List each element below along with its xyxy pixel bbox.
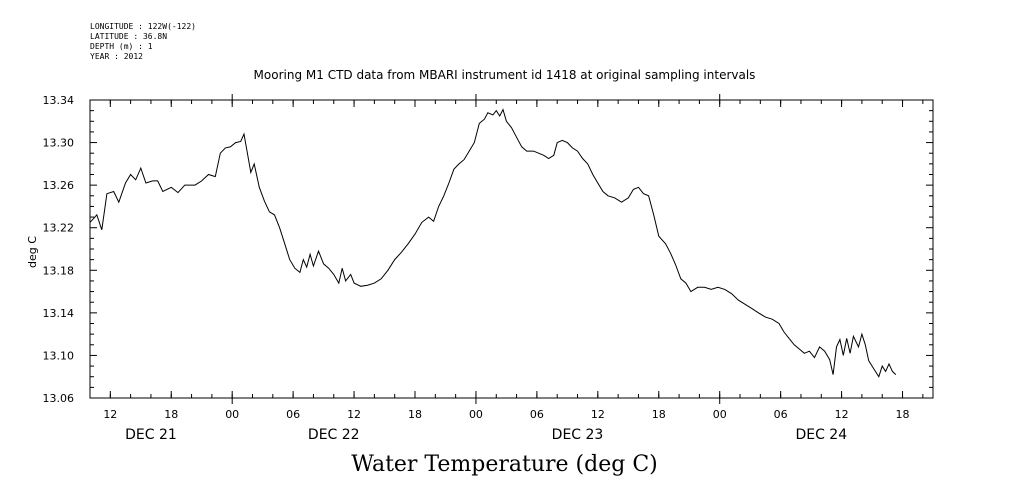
y-tick-label: 13.06 bbox=[43, 392, 75, 405]
x-day-label: DEC 22 bbox=[308, 427, 360, 443]
y-axis: 13.06 13.10 13.14 13.18 13.22 13.26 13.30 13.34 bbox=[43, 94, 933, 405]
chart-title: Mooring M1 CTD data from MBARI instrumen… bbox=[253, 68, 756, 82]
x-tick-label: 18 bbox=[164, 408, 178, 421]
x-tick-label: 06 bbox=[530, 408, 544, 421]
x-tick-label: 18 bbox=[896, 408, 910, 421]
x-day-label: DEC 24 bbox=[795, 427, 847, 443]
x-tick-label: 12 bbox=[347, 408, 361, 421]
x-tick-label: 00 bbox=[469, 408, 483, 421]
x-tick-label: 18 bbox=[408, 408, 422, 421]
x-day-label: DEC 21 bbox=[125, 427, 177, 443]
x-tick-label: 00 bbox=[713, 408, 727, 421]
y-axis-label: deg C bbox=[26, 236, 39, 268]
latitude-text: LATITUDE : 36.8N bbox=[90, 32, 168, 41]
plot-frame bbox=[89, 99, 934, 399]
x-axis-title: Water Temperature (deg C) bbox=[351, 452, 658, 477]
y-tick-label: 13.18 bbox=[43, 264, 75, 277]
x-tick-label: 18 bbox=[652, 408, 666, 421]
x-tick-label: 12 bbox=[591, 408, 605, 421]
x-tick-label: 06 bbox=[286, 408, 300, 421]
depth-text: DEPTH (m) : 1 bbox=[90, 42, 153, 51]
y-tick-label: 13.34 bbox=[43, 94, 75, 107]
y-tick-label: 13.10 bbox=[43, 349, 75, 362]
y-tick-label: 13.22 bbox=[43, 222, 75, 235]
x-tick-label: 06 bbox=[774, 408, 788, 421]
longitude-text: LONGITUDE : 122W(-122) bbox=[90, 22, 196, 31]
x-day-label: DEC 23 bbox=[552, 427, 604, 443]
y-tick-label: 13.14 bbox=[43, 307, 75, 320]
series-line bbox=[89, 108, 897, 378]
x-axis: 12 18 00 06 12 18 00 06 12 18 00 06 12 18 DEC 21 DEC 22… bbox=[89, 94, 924, 443]
y-tick-label: 13.26 bbox=[43, 179, 75, 192]
y-tick-label: 13.30 bbox=[43, 137, 75, 150]
x-tick-label: 12 bbox=[835, 408, 849, 421]
year-text: YEAR : 2012 bbox=[90, 52, 143, 61]
metadata-block: LONGITUDE : 122W(-122) LATITUDE : 36.8N … bbox=[90, 22, 196, 62]
x-tick-label: 12 bbox=[103, 408, 117, 421]
x-tick-label: 00 bbox=[225, 408, 239, 421]
